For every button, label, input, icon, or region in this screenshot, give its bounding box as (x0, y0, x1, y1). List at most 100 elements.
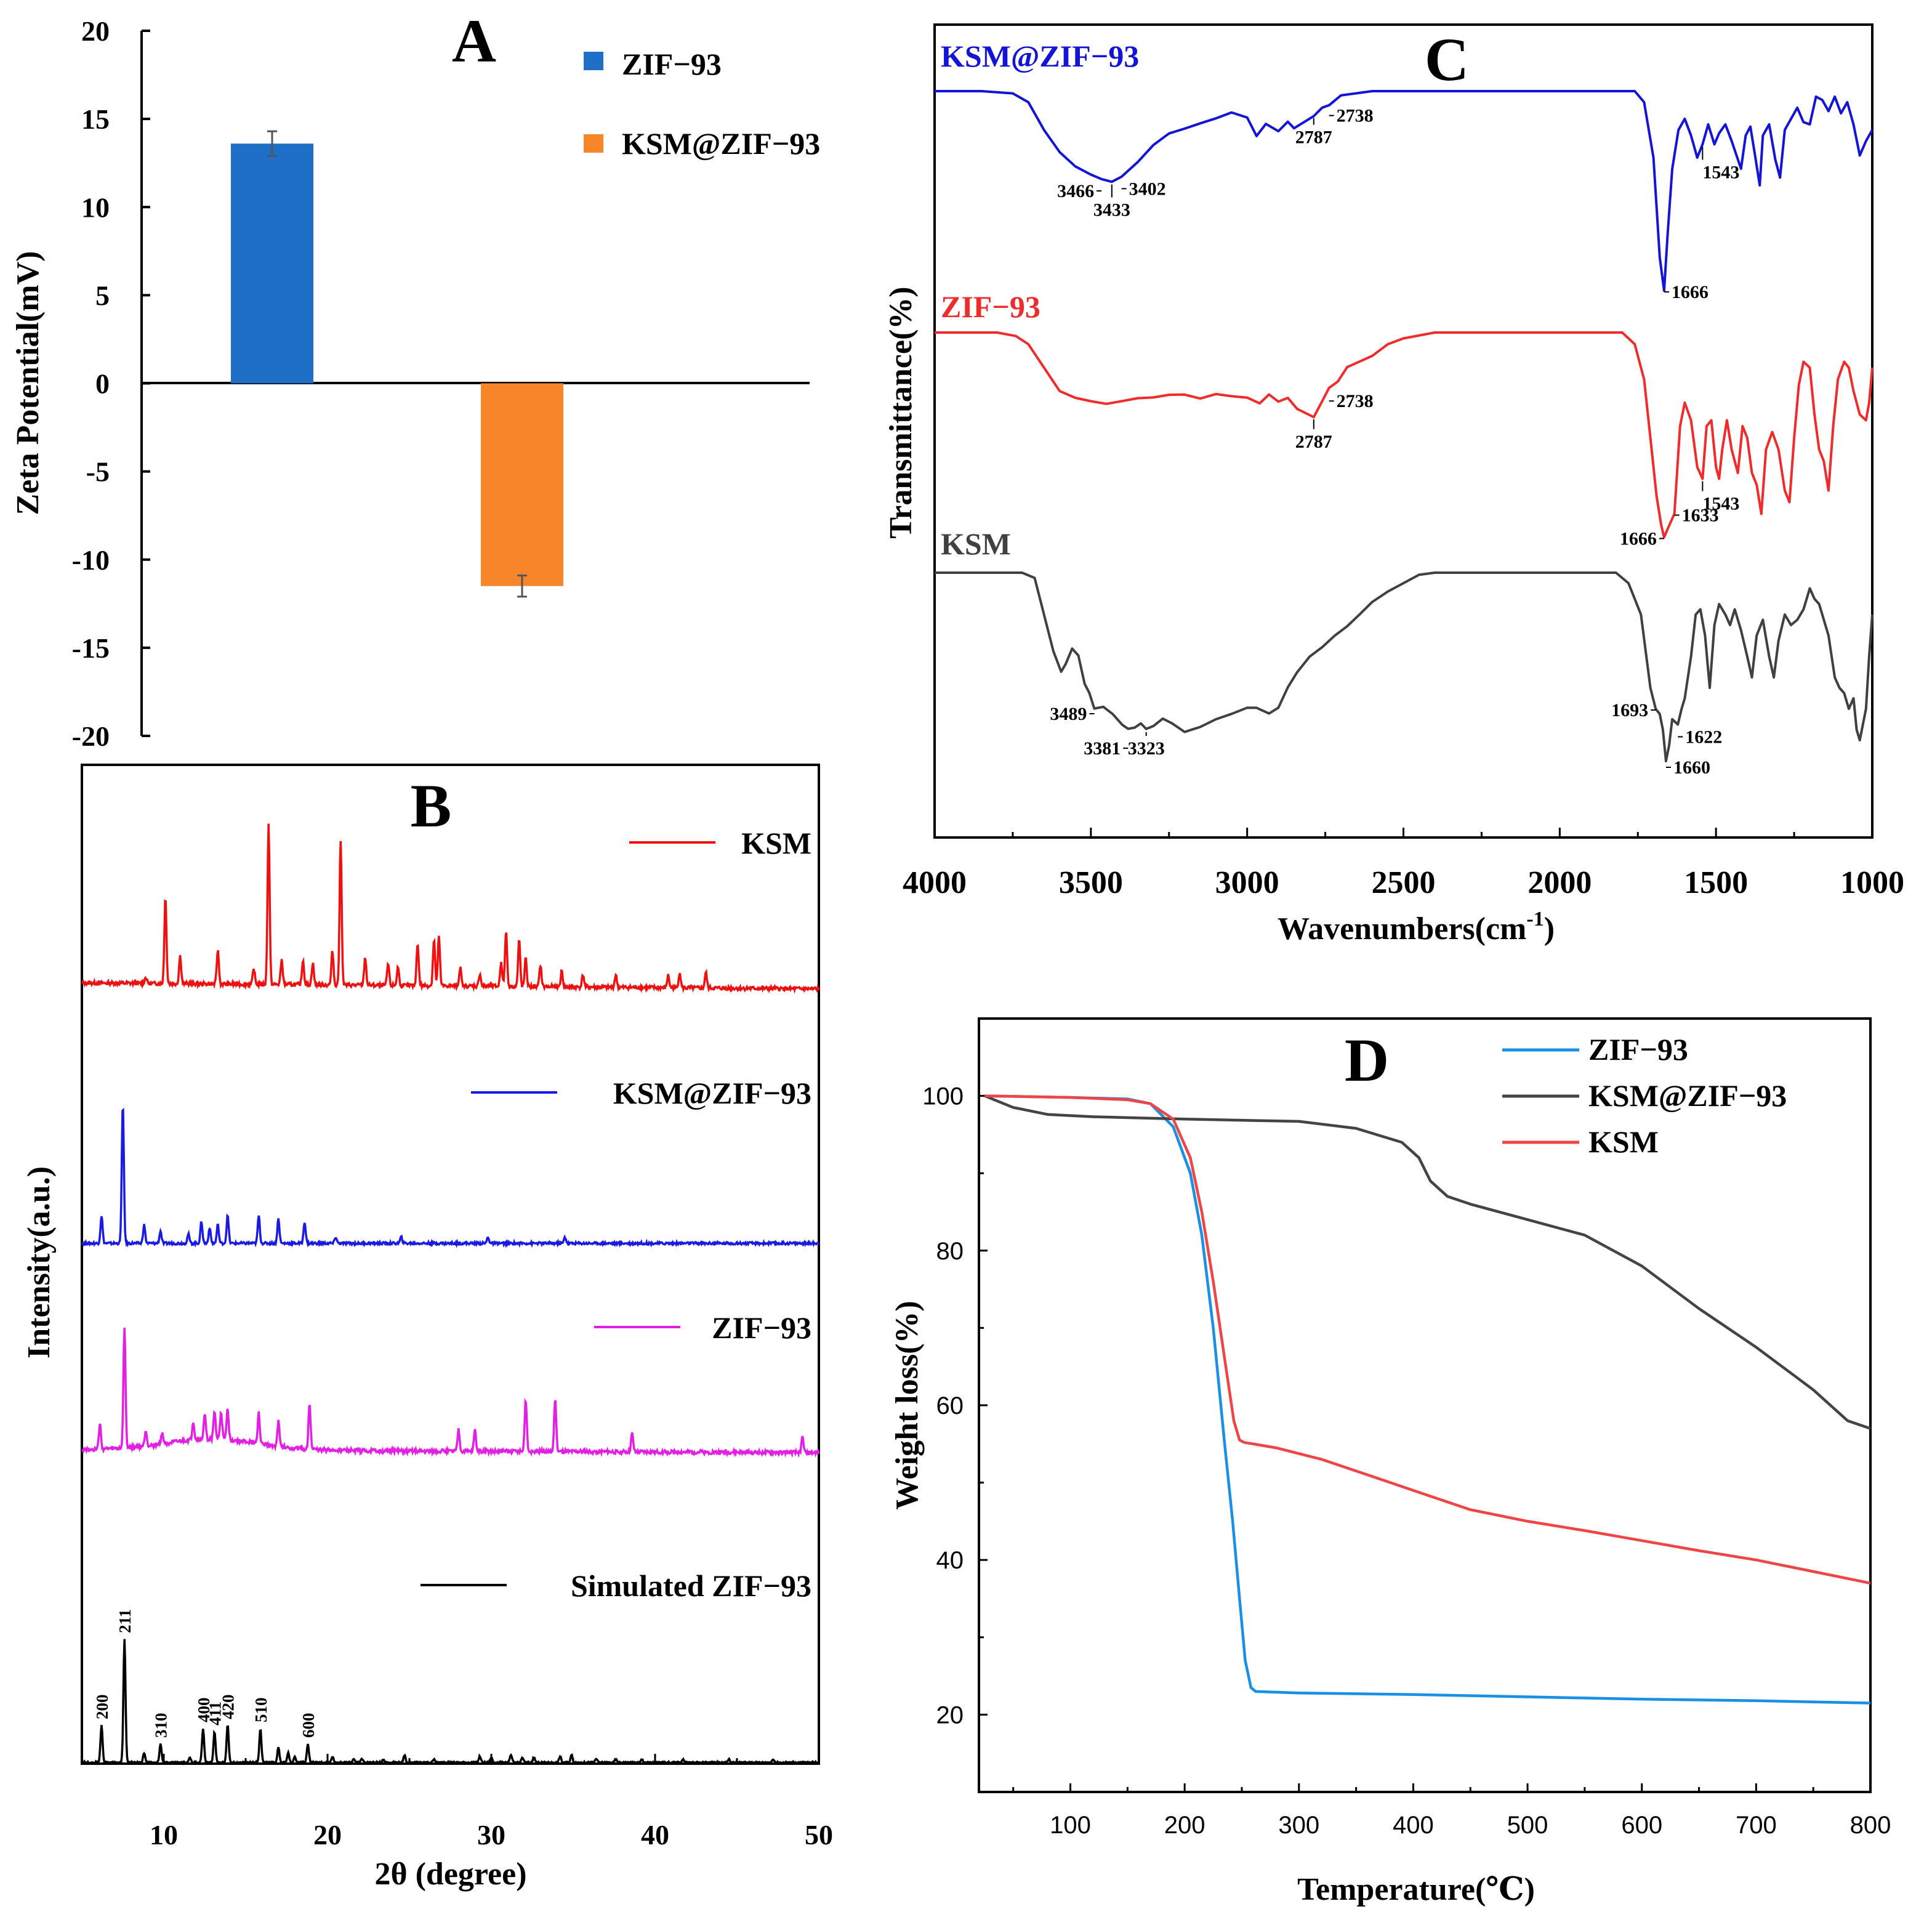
panel-c-traces (935, 90, 1874, 762)
hkl-label: 411 (206, 1701, 224, 1725)
panel-c-x-ticks: 4000 3500 3000 2500 2000 1500 1000 (903, 828, 1904, 900)
panel-a-legend: ZIF−93 KSM@ZIF−93 (584, 47, 820, 161)
peak-label-1543: 1543 (1702, 494, 1739, 514)
panel-a-letter: A (452, 7, 496, 75)
x-tick-label: 4000 (903, 865, 967, 900)
peak-label-1666: 1666 (1620, 529, 1657, 549)
y-tick-label: -15 (72, 632, 110, 664)
hkl-label: 310 (152, 1713, 171, 1738)
legend-label-zif93: ZIF−93 (622, 47, 722, 81)
peak-label-1660: 1660 (1673, 757, 1710, 778)
x-tick-label: 1500 (1684, 865, 1748, 900)
panel-b-frame (81, 764, 820, 1765)
peak-label-2787: 2787 (1295, 127, 1332, 148)
peak-label-1543: 1543 (1702, 162, 1739, 182)
y-tick-label: 20 (81, 15, 110, 47)
peak-label-2738: 2738 (1337, 106, 1374, 126)
x-tick-label: 600 (1621, 1812, 1662, 1839)
x-tick-label: 300 (1278, 1812, 1319, 1839)
panel-a-y-label: Zeta Potential(mV) (10, 251, 46, 515)
x-tick-label: 2500 (1372, 865, 1436, 900)
panel-b-x-label: 2θ (degree) (374, 1857, 526, 1892)
peak-label-1633: 1633 (1682, 506, 1719, 526)
x-tick-label: 3500 (1059, 865, 1123, 900)
x-tick-label: 50 (805, 1819, 833, 1850)
panel-a-bars (231, 130, 563, 598)
panel-d-letter: D (1345, 1026, 1389, 1094)
hkl-label: 200 (93, 1695, 111, 1720)
panel-a: A 20 15 10 5 0 -5 -10 -15 -20 Zeta Potential(mV)… (10, 7, 820, 752)
xrd-trace-simulated-zif-93 (81, 1639, 819, 1766)
legend-label-zif-93: ZIF−93 (1588, 1032, 1688, 1067)
xrd-trace-ksm (81, 823, 820, 994)
x-tick-label: 800 (1850, 1812, 1891, 1839)
x-tick-label: 100 (1050, 1812, 1091, 1839)
peak-label-3323: 3323 (1128, 738, 1165, 759)
panel-c-y-label: Transmittance(%) (883, 286, 919, 538)
y-tick-label: 5 (95, 280, 110, 311)
y-tick-label: 0 (95, 368, 110, 400)
legend-label-simulated-zif-93: Simulated ZIF−93 (571, 1568, 811, 1603)
panel-b-traces (81, 823, 820, 1766)
peak-label-2787: 2787 (1295, 432, 1332, 452)
series-name-zif-93: ZIF−93 (941, 289, 1040, 324)
hkl-label: 211 (116, 1609, 134, 1633)
x-tick-label: 200 (1164, 1812, 1205, 1839)
legend-swatch-zif93 (584, 52, 603, 70)
panel-b-letter: B (411, 772, 452, 840)
xrd-trace-zif-93 (81, 1328, 820, 1458)
x-tick-label: 40 (641, 1819, 669, 1850)
x-tick-label: 400 (1393, 1812, 1434, 1839)
x-tick-label: 20 (313, 1819, 342, 1850)
y-tick-label: -10 (72, 544, 110, 576)
legend-label-ksm: KSM (741, 826, 811, 860)
legend-label-ksm-zif93: KSM@ZIF−93 (622, 126, 820, 161)
panel-c-peak-labels: 3466343334022787273815431666278727381543… (1050, 106, 1739, 778)
legend-label-zif-93: ZIF−93 (712, 1310, 811, 1345)
y-tick-label: 100 (922, 1083, 964, 1110)
hkl-label: 510 (252, 1698, 270, 1723)
panel-c: C 4000 3500 3000 2500 2000 1500 1000 346634333… (883, 23, 1904, 946)
peak-label-1622: 1622 (1685, 727, 1722, 748)
x-tick-label: 700 (1736, 1812, 1777, 1839)
y-tick-label: 80 (936, 1238, 964, 1265)
panel-d-legend: ZIF−93 KSM@ZIF−93 KSM (1502, 1032, 1787, 1159)
panel-d-traces (984, 1094, 1871, 1705)
y-tick-label: -5 (86, 456, 110, 488)
x-tick-label: 30 (477, 1819, 505, 1850)
tga-trace-ksm (984, 1094, 1871, 1585)
peak-label-1693: 1693 (1611, 700, 1648, 720)
panel-d-y-label: Weight loss(%) (890, 1301, 925, 1509)
panel-b-x-ticks: 10 20 30 40 50 (81, 1754, 833, 1850)
x-tick-label: 10 (150, 1819, 178, 1850)
peak-label-1666: 1666 (1672, 282, 1709, 302)
panel-b-legend: KSM KSM@ZIF−93 ZIF−93 Simulated ZIF−93 (421, 826, 811, 1603)
hkl-label: 400 (195, 1698, 213, 1723)
bar-ksm-zif-93 (481, 383, 563, 586)
x-tick-label: 1000 (1840, 865, 1904, 900)
panel-d-x-label: Temperature(℃) (1297, 1872, 1535, 1907)
peak-label-2738: 2738 (1337, 391, 1374, 411)
legend-label-ksm: KSM (1588, 1124, 1659, 1159)
peak-label-3381: 3381 (1084, 738, 1121, 759)
panel-c-x-label: Wavenumbers(cm-1) (1278, 908, 1555, 946)
y-tick-label: 40 (936, 1547, 964, 1574)
panel-c-series-names: KSM@ZIF−93 ZIF−93 KSM (941, 39, 1139, 561)
peak-label-3433: 3433 (1093, 200, 1130, 220)
peak-label-3489: 3489 (1050, 704, 1087, 724)
panel-d-ticks: 100 200 300 400 500 600 700 800 20 40 60 80 100 (922, 1083, 1891, 1839)
panel-c-letter: C (1425, 25, 1469, 94)
ftir-trace-ksm-zif-93 (935, 90, 1874, 292)
panel-a-y-ticks: 20 15 10 5 0 -5 -10 -15 -20 (72, 15, 150, 752)
peak-label-3466: 3466 (1057, 181, 1094, 201)
x-tick-label: 500 (1507, 1812, 1548, 1839)
tga-trace-ksm-zif-93 (984, 1094, 1871, 1430)
y-tick-label: 20 (936, 1701, 964, 1729)
xrd-trace-ksm-zif-93 (81, 1107, 820, 1248)
series-name-ksm-zif-93: KSM@ZIF−93 (941, 39, 1139, 73)
panel-b-y-label: Intensity(a.u.) (22, 1166, 57, 1358)
ftir-trace-ksm (935, 571, 1874, 762)
